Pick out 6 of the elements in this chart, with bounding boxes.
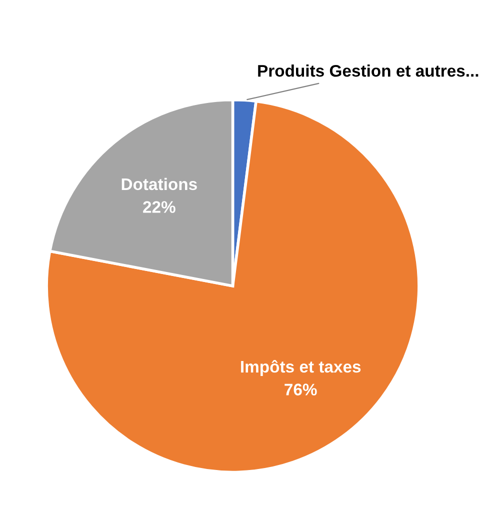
slice-label: Dotations bbox=[122, 178, 197, 190]
slice-label: Impôts et taxes bbox=[241, 360, 361, 376]
slice-label: Produits Gestion et autres... bbox=[258, 64, 478, 77]
pie-slice bbox=[45, 100, 420, 474]
data-label: 22% bbox=[143, 201, 176, 213]
data-label: 76% bbox=[284, 384, 317, 396]
